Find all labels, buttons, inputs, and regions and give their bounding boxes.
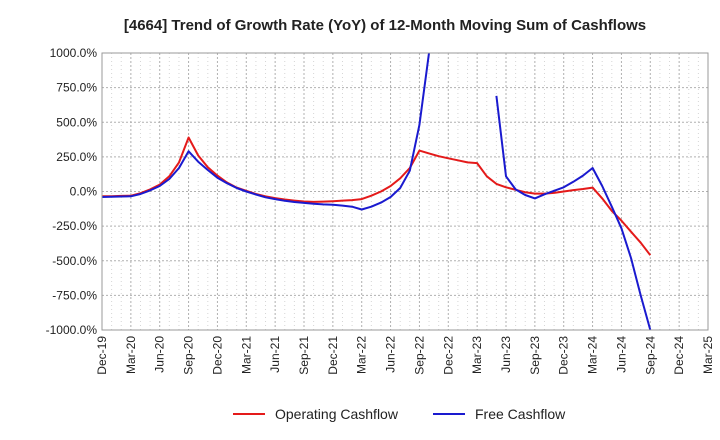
legend-label: Operating Cashflow xyxy=(275,406,399,422)
y-tick-label: -1000.0% xyxy=(46,323,98,337)
legend: Operating Cashflow Free Cashflow xyxy=(233,406,566,422)
series-line-free-cashflow xyxy=(495,95,652,330)
x-tick-label: Mar-21 xyxy=(239,336,253,374)
y-tick-label: -750.0% xyxy=(52,288,97,302)
legend-label: Free Cashflow xyxy=(475,406,566,422)
x-tick-label: Sep-24 xyxy=(643,336,657,375)
y-tick-label: 0.0% xyxy=(70,185,98,199)
x-tick-label: Mar-20 xyxy=(124,336,138,374)
series-line-free-cashflow xyxy=(102,53,430,211)
x-tick-label: Dec-22 xyxy=(441,336,455,375)
y-tick-label: -500.0% xyxy=(52,254,97,268)
x-tick-label: Jun-24 xyxy=(614,336,628,373)
x-tick-label: Sep-21 xyxy=(297,336,311,375)
x-tick-label: Sep-22 xyxy=(412,336,426,375)
grid-layer xyxy=(101,52,709,331)
x-tick-label: Mar-23 xyxy=(470,336,484,374)
x-tick-label: Jun-21 xyxy=(268,336,282,373)
x-tick-label: Mar-25 xyxy=(701,336,715,374)
y-tick-label: -250.0% xyxy=(52,219,97,233)
x-tick-label: Jun-22 xyxy=(384,336,398,373)
x-tick-label: Sep-23 xyxy=(528,336,542,375)
x-tick-label: Dec-19 xyxy=(95,336,109,375)
x-axis: Dec-19 Mar-20 Jun-20 Sep-20 Dec-20 Mar-21 Jun-… xyxy=(95,336,715,375)
plot-frame xyxy=(101,52,709,331)
series-line-operating-cashflow xyxy=(102,136,652,256)
x-tick-label: Dec-24 xyxy=(672,336,686,375)
y-tick-label: 250.0% xyxy=(56,150,97,164)
chart-title: [4664] Trend of Growth Rate (YoY) of 12-… xyxy=(124,17,646,34)
y-tick-label: 1000.0% xyxy=(50,46,98,60)
x-tick-label: Mar-22 xyxy=(355,336,369,374)
x-tick-label: Jun-23 xyxy=(499,336,513,373)
x-tick-label: Dec-23 xyxy=(557,336,571,375)
y-tick-label: 500.0% xyxy=(56,115,97,129)
x-tick-label: Sep-20 xyxy=(182,336,196,375)
series-layer xyxy=(102,53,652,330)
y-tick-label: 750.0% xyxy=(56,81,97,95)
x-tick-label: Mar-24 xyxy=(586,336,600,374)
x-tick-label: Jun-20 xyxy=(153,336,167,373)
y-axis: 1000.0% 750.0% 500.0% 250.0% 0.0% -250.0% -500… xyxy=(46,46,98,337)
x-tick-label: Dec-21 xyxy=(326,336,340,375)
x-tick-label: Dec-20 xyxy=(210,336,224,375)
